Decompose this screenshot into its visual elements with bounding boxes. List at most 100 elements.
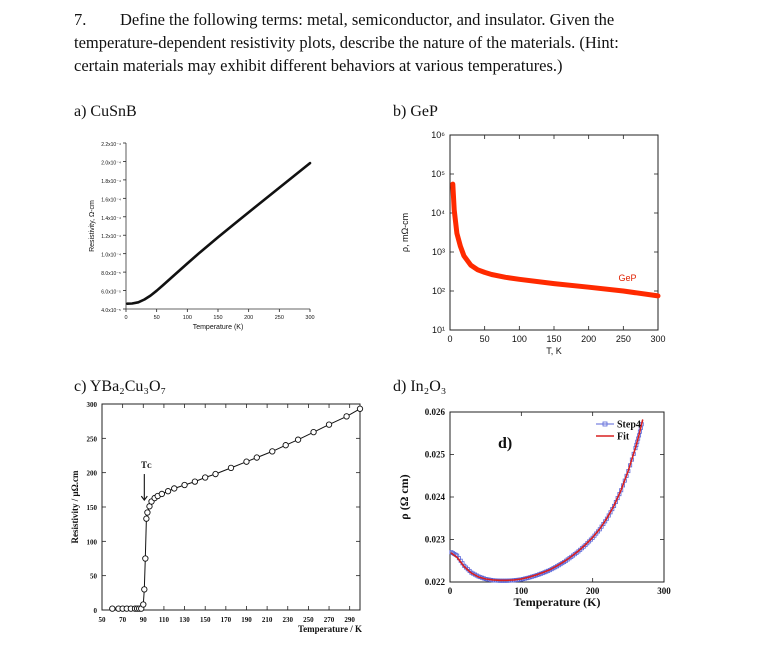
chart-a-x-tick-label: 50 xyxy=(154,315,160,321)
chart-c-data-point xyxy=(343,413,350,420)
chart-d-y-tick-label: 0.022 xyxy=(425,577,446,587)
chart-b-y-tick-label: 10³ xyxy=(432,247,445,257)
chart-c-data-point xyxy=(253,454,260,461)
panel-a-label: a) CuSnB xyxy=(74,103,137,120)
chart-c-data-point xyxy=(191,478,199,485)
chart-a-x-tick-label: 250 xyxy=(275,315,284,321)
chart-c-y-tick-label: 250 xyxy=(87,435,98,443)
panel-b-label: b) GeP xyxy=(393,103,438,120)
chart-a-x-tick-label: 300 xyxy=(305,315,314,321)
question-line-2: temperature-dependent resistivity plots,… xyxy=(74,33,619,52)
chart-c-y-tick-label: 300 xyxy=(87,401,98,409)
chart-b-frame xyxy=(449,134,659,331)
chart-d-x-tick-label: 0 xyxy=(448,586,453,596)
chart-c-data-point xyxy=(243,458,250,465)
panel-c-label: c) YBa₂Cu₃O₇ xyxy=(74,378,167,395)
chart-b-y-tick-label: 10⁴ xyxy=(431,208,445,218)
chart-a-y-tick-label: 2.2x10⁻⁴ xyxy=(101,142,121,148)
chart-a-y-tick-label: 8.0x10⁻⁵ xyxy=(101,271,121,277)
chart-c-data-point xyxy=(171,485,178,492)
chart-c-data-point xyxy=(294,436,302,443)
chart-b-x-tick-label: 50 xyxy=(480,334,490,344)
question-line-3: certain materials may exhibit different … xyxy=(74,56,563,75)
chart-a-series-line xyxy=(125,161,312,305)
chart-c-data-point xyxy=(269,448,276,455)
chart-d-frame xyxy=(449,411,665,583)
chart-c-data-point xyxy=(143,515,150,522)
chart-a-y-tick-label: 1.4x10⁻⁴ xyxy=(101,216,121,222)
chart-d-x-tick-label: 300 xyxy=(657,586,671,596)
chart-c-data-point xyxy=(140,601,147,608)
chart-c-y-tick-label: 50 xyxy=(90,573,98,581)
question-number: 7. xyxy=(74,10,87,29)
chart-c-x-tick-label: 50 xyxy=(99,616,107,624)
question-line-1: 7. Define the following terms: metal, sem… xyxy=(74,10,615,29)
chart-c-data-point xyxy=(144,509,151,516)
chart-c-data-point xyxy=(141,586,148,593)
chart-b-x-axis-label: T, K xyxy=(546,346,562,356)
chart-c-annotation: Tᴄ xyxy=(141,460,152,470)
chart-a-x-axis-label: Temperature (K) xyxy=(193,324,244,331)
chart-d-y-axis-label: ρ (Ω cm) xyxy=(397,474,411,519)
chart-c-data-point xyxy=(310,429,317,436)
chart-c-frame xyxy=(101,403,361,611)
chart-b-x-tick-label: 150 xyxy=(546,334,561,344)
chart-d-y-tick-label: 0.024 xyxy=(425,492,446,502)
chart-c-y-tick-label: 100 xyxy=(87,538,98,546)
chart-a-y-tick-label: 6.0x10⁻⁵ xyxy=(101,290,121,296)
chart-c-data-point xyxy=(227,464,235,472)
chart-c-x-tick-label: 290 xyxy=(344,616,355,624)
chart-c-data-point xyxy=(356,405,364,412)
chart-b-y-tick-label: 10¹ xyxy=(432,325,445,335)
chart-b-x-tick-label: 200 xyxy=(581,334,596,344)
chart-c-annotation-arrowhead xyxy=(140,495,148,502)
chart-d-legend-marker xyxy=(602,421,608,427)
chart-d-fit-line xyxy=(450,419,644,582)
chart-c-data-point xyxy=(325,421,333,428)
chart-d-y-tick-label: 0.026 xyxy=(425,407,446,417)
chart-b-x-tick-label: 0 xyxy=(447,334,452,344)
chart-a-y-tick-label: 2.0x10⁻⁴ xyxy=(101,160,121,166)
chart-d-panel-tag: d) xyxy=(498,435,512,452)
chart-c-x-tick-label: 150 xyxy=(200,616,211,624)
chart-c-data-point xyxy=(109,605,116,612)
chart-c-x-tick-label: 110 xyxy=(159,616,170,624)
chart-c-y-tick-label: 200 xyxy=(87,470,98,478)
panel-d-label: d) In₂O₃ xyxy=(393,378,447,395)
chart-c-x-tick-label: 250 xyxy=(303,616,314,624)
chart-a-x-tick-label: 200 xyxy=(244,315,253,321)
chart-d-y-tick-label: 0.025 xyxy=(425,450,446,460)
chart-c-y-axis-label: Resistivity / μΩ.cm xyxy=(70,470,80,544)
chart-a-y-tick-label: 1.2x10⁻⁴ xyxy=(101,234,121,240)
question-text: 7. Define the following terms: metal, sem… xyxy=(74,8,754,77)
chart-c-data-point xyxy=(202,474,209,481)
chart-b-series-label: GeP xyxy=(618,273,636,283)
chart-b-y-axis-label: ρ, mΩ-cm xyxy=(400,213,410,252)
chart-c-x-tick-label: 190 xyxy=(241,616,252,624)
chart-c-x-tick-label: 70 xyxy=(119,616,127,624)
chart-a-y-tick-label: 4.0x10⁻⁵ xyxy=(101,308,121,314)
chart-d-legend-label: Fit xyxy=(617,432,630,443)
chart-c-data-point xyxy=(142,555,149,562)
chart-c-x-axis-label: Temperature / K xyxy=(298,624,362,634)
chart-a-y-tick-label: 1.0x10⁻⁴ xyxy=(101,253,121,259)
chart-a-x-tick-label: 100 xyxy=(183,315,192,321)
chart-c-data-point xyxy=(181,481,188,489)
chart-b-x-tick-label: 300 xyxy=(650,334,665,344)
chart-b-series-line xyxy=(450,181,661,299)
chart-a-y-tick-label: 1.6x10⁻⁴ xyxy=(101,197,121,203)
chart-d-x-tick-label: 100 xyxy=(515,586,529,596)
chart-b-x-tick-label: 250 xyxy=(616,334,631,344)
chart-c-x-tick-label: 90 xyxy=(140,616,148,624)
chart-a-y-tick-label: 1.8x10⁻⁴ xyxy=(101,179,121,185)
chart-c-x-tick-label: 170 xyxy=(221,616,232,624)
chart-a-y-axis-label: Resistivity, Ω-cm xyxy=(89,200,96,252)
chart-d-x-axis-label: Temperature (K) xyxy=(514,595,601,609)
chart-a-x-tick-label: 150 xyxy=(213,315,222,321)
chart-c-y-tick-label: 150 xyxy=(87,504,98,512)
chart-c-x-tick-label: 210 xyxy=(262,616,273,624)
chart-b-y-tick-label: 10⁶ xyxy=(431,130,445,140)
chart-c-data-point xyxy=(282,442,289,449)
chart-c-data-point xyxy=(158,490,166,498)
